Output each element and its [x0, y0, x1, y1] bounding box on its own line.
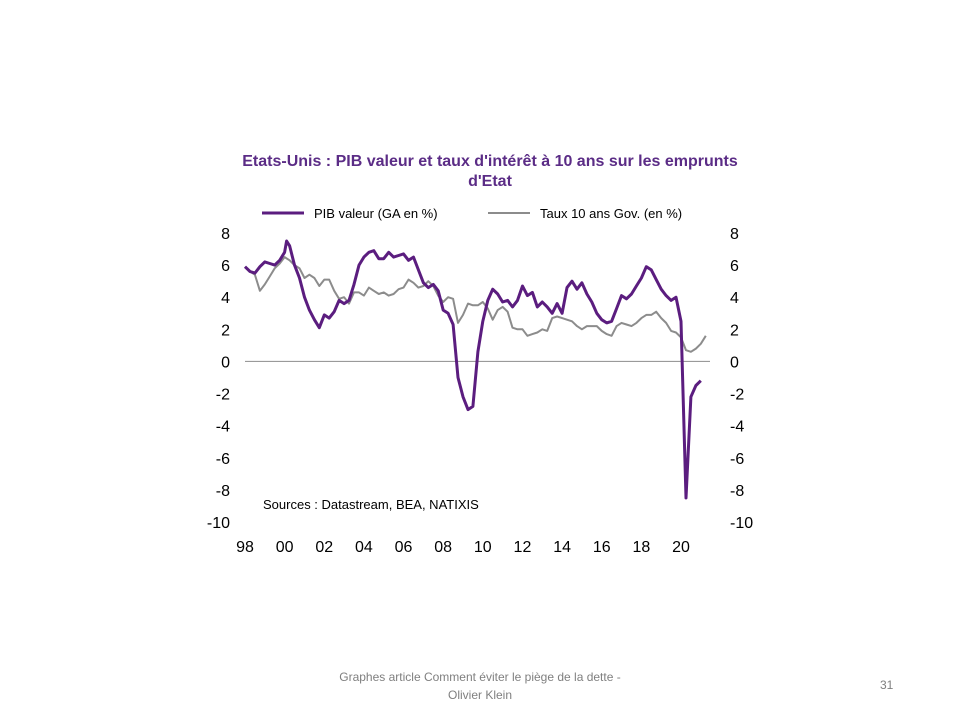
y-tick-label-right: 6	[730, 258, 739, 275]
x-tick-label: 16	[593, 539, 611, 556]
y-tick-label-left: 2	[221, 322, 230, 339]
x-tick-label: 12	[514, 539, 532, 556]
y-tick-label-right: 8	[730, 226, 739, 243]
y-tick-label-left: -2	[216, 387, 230, 404]
pib-series-line	[243, 239, 702, 500]
y-tick-label-left: 8	[221, 226, 230, 243]
y-tick-label-left: -8	[216, 483, 230, 500]
legend-label: PIB valeur (GA en %)	[314, 206, 438, 221]
y-tick-label-left: -4	[216, 419, 230, 436]
y-tick-label-right: -8	[730, 483, 744, 500]
sources-annotation: Sources : Datastream, BEA, NATIXIS	[263, 497, 479, 512]
y-tick-label-left: 4	[221, 290, 230, 307]
x-tick-label: 00	[276, 539, 294, 556]
x-tick-label: 20	[672, 539, 690, 556]
chart-title: Etats-Unis : PIB valeur et taux d'intérê…	[242, 153, 738, 190]
y-tick-label-right: 4	[730, 290, 739, 307]
y-tick-label-right: -6	[730, 451, 744, 468]
y-tick-label-left: 6	[221, 258, 230, 275]
x-tick-label: 98	[236, 539, 254, 556]
legend-item-taux: Taux 10 ans Gov. (en %)	[488, 206, 682, 221]
y-tick-label-left: 0	[221, 354, 230, 371]
y-tick-label-right: -4	[730, 419, 744, 436]
y-tick-label-right: -10	[730, 515, 753, 532]
y-tick-label-left: -6	[216, 451, 230, 468]
y-tick-label-right: 0	[730, 354, 739, 371]
y-tick-label-right: 2	[730, 322, 739, 339]
series-layer	[243, 239, 707, 500]
x-tick-label: 10	[474, 539, 492, 556]
x-tick-label: 14	[553, 539, 571, 556]
legend: PIB valeur (GA en %) Taux 10 ans Gov. (en…	[262, 206, 682, 221]
x-tick-label: 18	[632, 539, 650, 556]
taux-series-line	[244, 256, 707, 353]
x-tick-label: 04	[355, 539, 373, 556]
y-tick-label-left: -10	[207, 515, 230, 532]
legend-item-pib: PIB valeur (GA en %)	[262, 206, 438, 221]
slide-number: 31	[880, 678, 894, 692]
legend-label: Taux 10 ans Gov. (en %)	[540, 206, 682, 221]
x-tick-label: 08	[434, 539, 452, 556]
x-tick-label: 02	[315, 539, 333, 556]
y-tick-label-right: -2	[730, 387, 744, 404]
x-tick-label: 06	[395, 539, 413, 556]
slide-footer: Graphes article Comment éviter le piège …	[339, 670, 621, 702]
